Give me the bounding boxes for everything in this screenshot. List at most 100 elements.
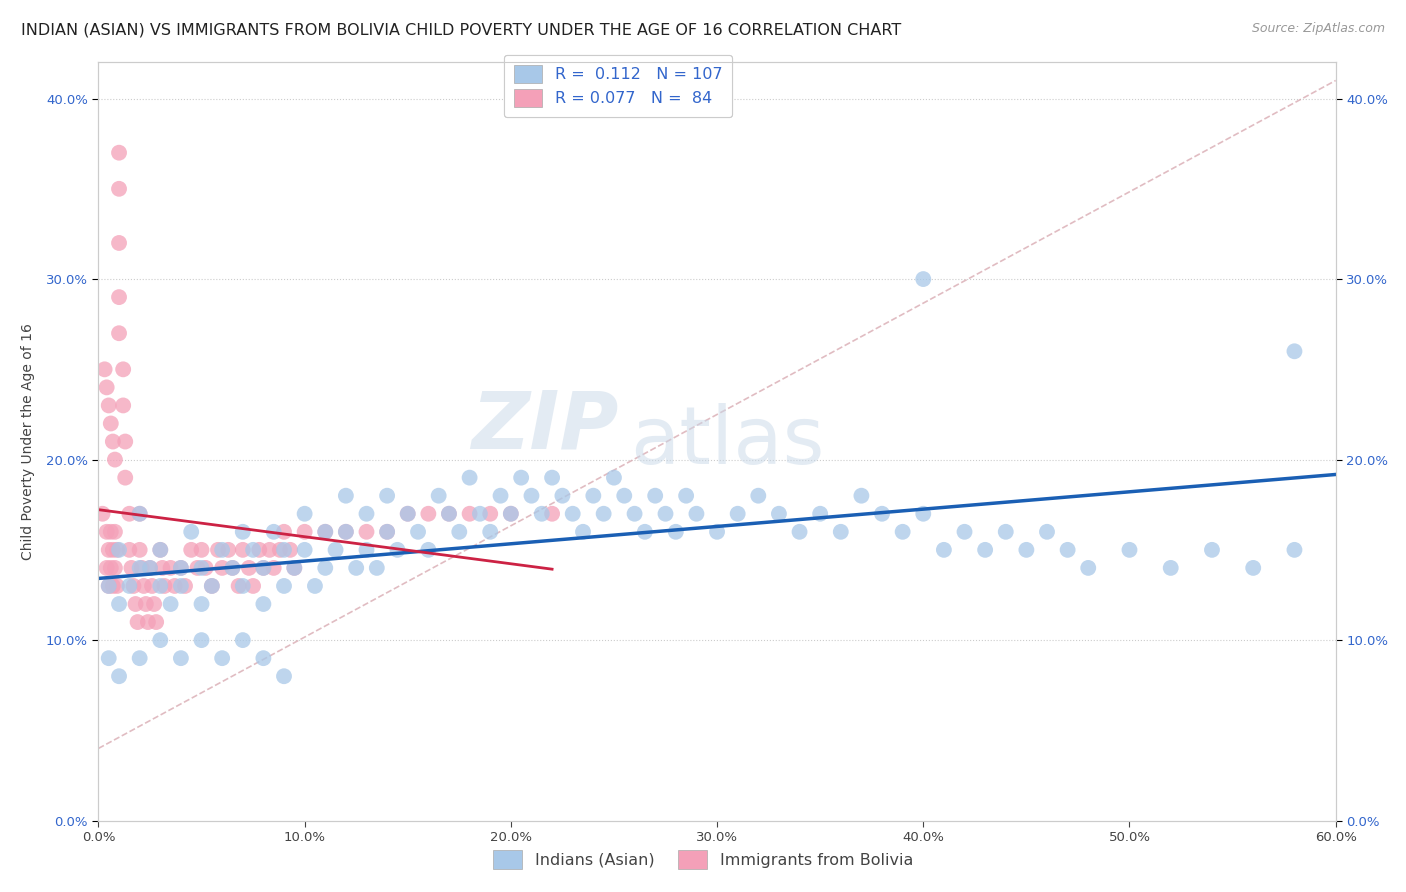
Point [499, 507, 522, 521]
Point [207, 542, 229, 557]
Point [201, 579, 224, 593]
Point [510, 470, 533, 484]
Point [186, 561, 208, 575]
Point [120, 561, 142, 575]
Point [654, 507, 676, 521]
Point [851, 489, 873, 503]
Point [912, 272, 935, 286]
Point [344, 561, 367, 575]
Point [479, 507, 502, 521]
Point [375, 524, 398, 539]
Point [437, 507, 460, 521]
Point [132, 579, 155, 593]
Point [122, 579, 145, 593]
Point [406, 524, 429, 539]
Point [105, 579, 128, 593]
Text: Source: ZipAtlas.com: Source: ZipAtlas.com [1251, 22, 1385, 36]
Point [427, 489, 450, 503]
Point [541, 507, 564, 521]
Point [190, 597, 212, 611]
Point [97, 651, 120, 665]
Point [273, 669, 295, 683]
Point [190, 633, 212, 648]
Point [127, 615, 149, 629]
Point [201, 579, 224, 593]
Point [458, 507, 481, 521]
Point [170, 561, 193, 575]
Point [238, 561, 260, 575]
Point [685, 507, 707, 521]
Point [294, 542, 316, 557]
Point [163, 579, 186, 593]
Point [613, 489, 636, 503]
Point [247, 542, 270, 557]
Point [561, 507, 583, 521]
Point [356, 524, 378, 539]
Point [789, 524, 811, 539]
Point [114, 434, 136, 449]
Point [572, 524, 595, 539]
Point [97, 579, 120, 593]
Point [190, 561, 212, 575]
Point [97, 399, 120, 413]
Point [314, 524, 336, 539]
Point [174, 579, 197, 593]
Legend: R =  0.112   N = 107, R = 0.077   N =  84: R = 0.112 N = 107, R = 0.077 N = 84 [503, 55, 733, 117]
Point [128, 542, 150, 557]
Point [252, 597, 274, 611]
Point [211, 651, 233, 665]
Point [273, 524, 295, 539]
Point [768, 507, 790, 521]
Point [232, 633, 254, 648]
Point [118, 542, 141, 557]
Point [356, 542, 378, 557]
Point [468, 507, 491, 521]
Point [149, 542, 172, 557]
Point [283, 561, 305, 575]
Point [1056, 542, 1078, 557]
Point [1160, 561, 1182, 575]
Point [108, 542, 131, 557]
Point [145, 615, 167, 629]
Point [104, 561, 127, 575]
Point [108, 145, 131, 160]
Point [118, 507, 141, 521]
Point [912, 507, 935, 521]
Point [1077, 561, 1099, 575]
Point [870, 507, 893, 521]
Point [592, 507, 614, 521]
Point [356, 507, 378, 521]
Point [96, 524, 118, 539]
Point [100, 417, 122, 431]
Point [314, 524, 336, 539]
Text: atlas: atlas [630, 402, 825, 481]
Point [128, 507, 150, 521]
Point [96, 561, 118, 575]
Point [273, 542, 295, 557]
Point [141, 579, 163, 593]
Point [808, 507, 831, 521]
Point [278, 542, 301, 557]
Point [96, 380, 118, 394]
Point [263, 524, 285, 539]
Point [100, 561, 122, 575]
Point [112, 362, 135, 376]
Point [582, 489, 605, 503]
Point [499, 507, 522, 521]
Point [366, 561, 388, 575]
Point [91, 507, 114, 521]
Point [211, 542, 233, 557]
Point [335, 524, 357, 539]
Point [149, 579, 172, 593]
Point [479, 524, 502, 539]
Point [375, 489, 398, 503]
Point [396, 507, 419, 521]
Point [634, 524, 657, 539]
Point [170, 561, 193, 575]
Point [242, 542, 264, 557]
Point [252, 561, 274, 575]
Y-axis label: Child Poverty Under the Age of 16: Child Poverty Under the Age of 16 [21, 323, 35, 560]
Point [105, 542, 128, 557]
Point [101, 579, 124, 593]
Point [104, 524, 127, 539]
